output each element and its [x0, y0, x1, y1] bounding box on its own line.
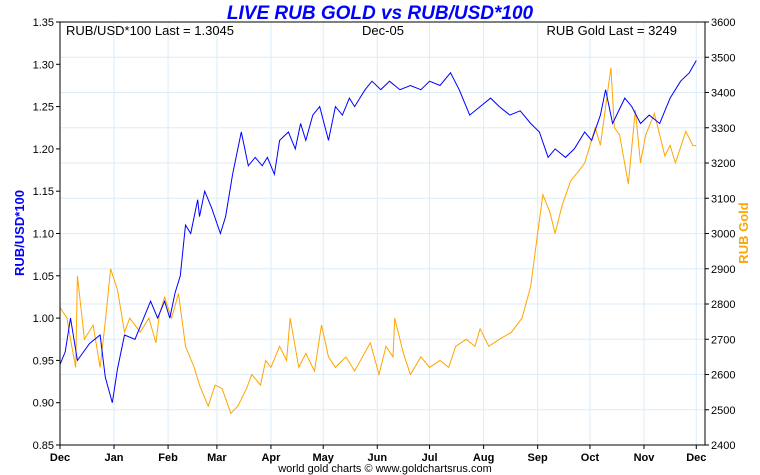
x-tick-label: Dec [50, 452, 70, 464]
date-annotation: Dec-05 [362, 23, 404, 38]
left-last-annotation: RUB/USD*100 Last = 1.3045 [66, 23, 234, 38]
series-lines [59, 60, 697, 415]
right-tick-label: 3100 [711, 193, 735, 205]
left-tick-label: 1.20 [33, 144, 54, 156]
x-tick-label: Jan [105, 452, 124, 464]
x-tick-label: Oct [581, 452, 600, 464]
left-tick-label: 1.00 [33, 313, 54, 325]
right-tick-label: 3600 [711, 17, 735, 29]
footer-credit: world gold charts © www.goldchartsrus.co… [277, 463, 492, 475]
right-tick-label: 2600 [711, 370, 735, 382]
axis-ticks: 2400 2500 2600 2700 2800 2900 3000 3100 3200 3300… [33, 17, 736, 464]
left-tick-label: 0.95 [33, 355, 54, 367]
left-tick-label: 1.15 [33, 186, 54, 198]
x-tick-label: Aug [473, 452, 494, 464]
right-last-annotation: RUB Gold Last = 3249 [547, 23, 677, 38]
x-tick-label: May [313, 452, 335, 464]
left-tick-label: 1.10 [33, 229, 54, 241]
x-tick-label: Jul [422, 452, 438, 464]
right-tick-label: 2700 [711, 334, 735, 346]
right-axis-label: RUB Gold [736, 202, 751, 263]
left-tick-label: 1.35 [33, 17, 54, 29]
right-tick-label: 2900 [711, 264, 735, 276]
left-tick-label: 1.25 [33, 102, 54, 114]
left-tick-label: 0.90 [33, 398, 54, 410]
left-axis-label: RUB/USD*100 [12, 190, 27, 276]
right-tick-label: 3000 [711, 229, 735, 241]
right-tick-label: 2500 [711, 405, 735, 417]
right-tick-label: 3500 [711, 52, 735, 64]
right-tick-label: 3400 [711, 88, 735, 100]
x-tick-label: Sep [528, 452, 548, 464]
right-tick-label: 2400 [711, 440, 735, 452]
left-tick-label: 1.05 [33, 271, 54, 283]
right-tick-label: 2800 [711, 299, 735, 311]
series-line-rub-gold [59, 67, 697, 415]
x-tick-label: Feb [158, 452, 178, 464]
chart-title: LIVE RUB GOLD vs RUB/USD*100 [227, 3, 534, 24]
x-tick-label: Dec [686, 452, 706, 464]
right-tick-label: 3200 [711, 158, 735, 170]
series-line-rub-usd-100 [59, 60, 697, 403]
left-tick-label: 0.85 [33, 440, 54, 452]
right-tick-label: 3300 [711, 123, 735, 135]
left-tick-label: 1.30 [33, 59, 54, 71]
x-tick-label: Apr [261, 452, 281, 464]
x-tick-label: Mar [207, 452, 227, 464]
x-tick-label: Nov [634, 452, 656, 464]
x-tick-label: Jun [367, 452, 387, 464]
